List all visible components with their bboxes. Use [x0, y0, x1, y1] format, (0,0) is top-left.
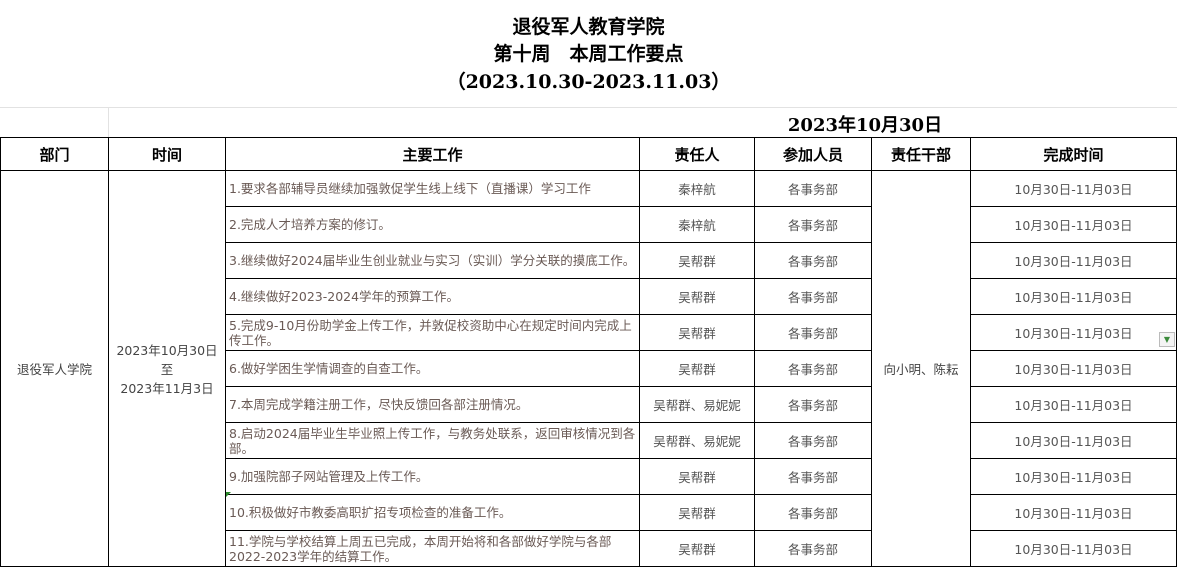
participants-cell[interactable]: 各事务部: [754, 494, 872, 531]
column-header-main-work: 主要工作: [225, 137, 640, 171]
time-end: 2023年11月3日: [120, 381, 214, 396]
deadline-cell[interactable]: 10月30日-11月03日: [970, 242, 1177, 279]
participants-cell[interactable]: 各事务部: [754, 170, 872, 207]
participants-cell[interactable]: 各事务部: [754, 242, 872, 279]
time-cell[interactable]: 2023年10月30日至 2023年11月3日: [108, 170, 226, 567]
table-row: 8.启动2024届毕业生毕业照上传工作，与教务处联系，返回审核情况到各部。 吴帮群…: [1, 422, 1177, 459]
owner-cell[interactable]: 吴帮群: [639, 242, 755, 279]
deadline-cell[interactable]: 10月30日-11月03日: [970, 386, 1177, 423]
task-cell[interactable]: 5.完成9-10月份助学金上传工作，并敦促校资助中心在规定时间内完成上传工作。: [225, 314, 640, 351]
cell-comment-marker: [226, 492, 231, 497]
owner-cell[interactable]: 吴帮群: [639, 494, 755, 531]
participants-cell[interactable]: 各事务部: [754, 530, 872, 567]
task-cell[interactable]: 11.学院与学校结算上周五已完成，本周开始将和各部做好学院与各部2022-202…: [225, 530, 640, 567]
table-row: 10.积极做好市教委高职扩招专项检查的准备工作。 吴帮群 各事务部 10月30日-11…: [1, 494, 1177, 531]
owner-cell[interactable]: 吴帮群、易妮妮: [639, 386, 755, 423]
time-to: 至: [160, 362, 174, 377]
task-cell[interactable]: 9.加强院部子网站管理及上传工作。: [225, 458, 640, 495]
participants-cell[interactable]: 各事务部: [754, 278, 872, 315]
deadline-cell[interactable]: 10月30日-11月03日: [970, 170, 1177, 207]
task-cell[interactable]: 4.继续做好2023-2024学年的预算工作。: [225, 278, 640, 315]
table-row: 2.完成人才培养方案的修订。 秦梓航 各事务部 10月30日-11月03日: [1, 206, 1177, 243]
table-row: 3.继续做好2024届毕业生创业就业与实习（实训）学分关联的摸底工作。 吴帮群 各事…: [1, 242, 1177, 279]
week-title: 第十周 本周工作要点: [493, 43, 684, 65]
table-row: 9.加强院部子网站管理及上传工作。 吴帮群 各事务部 10月30日-11月03日: [1, 458, 1177, 495]
deadline-cell[interactable]: 10月30日-11月03日: [970, 458, 1177, 495]
cadre-cell[interactable]: 向小明、陈耘: [871, 170, 971, 567]
owner-cell[interactable]: 秦梓航: [639, 170, 755, 207]
participants-cell[interactable]: 各事务部: [754, 206, 872, 243]
task-cell[interactable]: 3.继续做好2024届毕业生创业就业与实习（实训）学分关联的摸底工作。: [225, 242, 640, 279]
table-row: 4.继续做好2023-2024学年的预算工作。 吴帮群 各事务部 10月30日-11月…: [1, 278, 1177, 315]
report-date: 2023年10月30日: [787, 115, 943, 136]
task-cell[interactable]: 8.启动2024届毕业生毕业照上传工作，与教务处联系，返回审核情况到各部。: [225, 422, 640, 459]
deadline-cell[interactable]: 10月30日-11月03日: [970, 278, 1177, 315]
deadline-cell[interactable]: 10月30日-11月03日: [970, 530, 1177, 567]
deadline-cell[interactable]: 10月30日-11月03日: [970, 350, 1177, 387]
work-table: 部门 时间 主要工作 责任人 参加人员 责任干部 完成时间 退役军人学院 2023年10月30…: [0, 137, 1177, 567]
owner-cell[interactable]: 吴帮群: [639, 314, 755, 351]
table-row: 7.本周完成学籍注册工作，尽快反馈回各部注册情况。 吴帮群、易妮妮 各事务部 10月3…: [1, 386, 1177, 423]
participants-cell[interactable]: 各事务部: [754, 350, 872, 387]
participants-cell[interactable]: 各事务部: [754, 422, 872, 459]
task-cell[interactable]: 10.积极做好市教委高职扩招专项检查的准备工作。: [225, 494, 640, 531]
owner-cell[interactable]: 吴帮群: [639, 278, 755, 315]
table-row: 退役军人学院 2023年10月30日至 2023年11月3日 1.要求各部辅导员继续加…: [0, 170, 1177, 567]
table-row: 6.做好学困生学情调查的自查工作。 吴帮群 各事务部 10月30日-11月03日: [1, 350, 1177, 387]
deadline-cell[interactable]: 10月30日-11月03日: [970, 206, 1177, 243]
participants-cell[interactable]: 各事务部: [754, 458, 872, 495]
column-header-cadre: 责任干部: [871, 137, 971, 171]
participants-cell[interactable]: 各事务部: [754, 386, 872, 423]
gridline: [0, 107, 1177, 108]
task-cell[interactable]: 2.完成人才培养方案的修订。: [225, 206, 640, 243]
deadline-cell[interactable]: 10月30日-11月03日: [970, 494, 1177, 531]
time-start: 2023年10月30日: [116, 343, 218, 358]
owner-cell[interactable]: 吴帮群: [639, 530, 755, 567]
task-cell[interactable]: 7.本周完成学籍注册工作，尽快反馈回各部注册情况。: [225, 386, 640, 423]
org-title: 退役军人教育学院: [512, 16, 665, 38]
owner-cell[interactable]: 吴帮群: [639, 350, 755, 387]
deadline-cell[interactable]: 10月30日-11月03日: [970, 422, 1177, 459]
gridline: [108, 107, 109, 137]
owner-cell[interactable]: 吴帮群: [639, 458, 755, 495]
column-header-department: 部门: [0, 137, 109, 171]
deadline-cell[interactable]: 10月30日-11月03日: [970, 314, 1177, 351]
table-row: 5.完成9-10月份助学金上传工作，并敦促校资助中心在规定时间内完成上传工作。吴…: [1, 314, 1177, 351]
column-header-owner: 责任人: [639, 137, 755, 171]
owner-cell[interactable]: 吴帮群、易妮妮: [639, 422, 755, 459]
table-row: 11.学院与学校结算上周五已完成，本周开始将和各部做好学院与各部2022-202…: [1, 530, 1177, 567]
column-header-participants: 参加人员: [754, 137, 872, 171]
dropdown-arrow-icon[interactable]: ▼: [1159, 332, 1175, 347]
task-cell[interactable]: 1.要求各部辅导员继续加强敦促学生线上线下（直播课）学习工作: [225, 170, 640, 207]
owner-cell[interactable]: 秦梓航: [639, 206, 755, 243]
department-cell[interactable]: 退役军人学院: [0, 170, 109, 567]
column-header-deadline: 完成时间: [970, 137, 1177, 171]
task-cell[interactable]: 6.做好学困生学情调查的自查工作。: [225, 350, 640, 387]
participants-cell[interactable]: 各事务部: [754, 314, 872, 351]
column-header-time: 时间: [108, 137, 226, 171]
date-range: （2023.10.30-2023.11.03）: [446, 71, 731, 93]
